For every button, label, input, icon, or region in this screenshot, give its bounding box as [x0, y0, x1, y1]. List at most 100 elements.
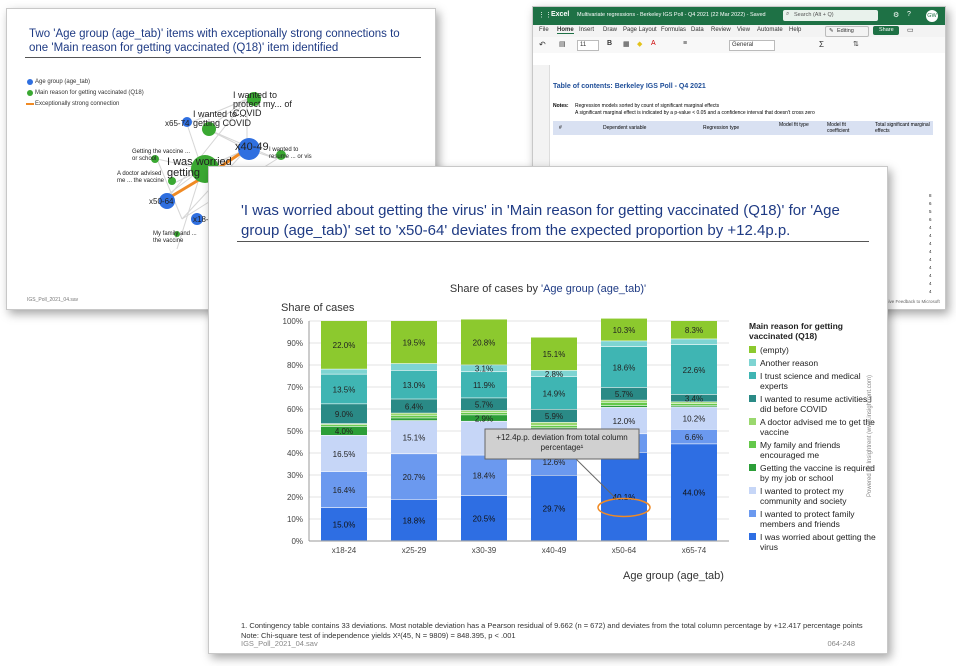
feedback-link[interactable]: Give Feedback to Microsoft	[885, 299, 940, 304]
bar-segment	[601, 452, 647, 541]
bar-segment	[391, 399, 437, 413]
bold-icon[interactable]: B	[607, 40, 613, 47]
tab-automate[interactable]: Automate	[757, 27, 783, 33]
note-line: A significant marginal effect is indicat…	[575, 110, 815, 116]
y-tick-label: 30%	[287, 471, 303, 480]
bar-segment	[461, 495, 507, 541]
share-button[interactable]: Share	[873, 26, 899, 35]
tab-formulas[interactable]: Formulas	[661, 27, 687, 33]
cell-total: 4	[929, 249, 932, 254]
editing-label: Editing	[837, 28, 854, 34]
editing-mode-button[interactable]: ✎ Editing	[825, 26, 869, 37]
notes-label: Notes:	[553, 103, 569, 109]
search-placeholder: Search (Alt + Q)	[794, 12, 834, 18]
legend-label: (empty)	[760, 345, 789, 355]
x-tick-label: x50-64	[612, 546, 637, 555]
settings-gear-icon[interactable]: ⚙	[893, 12, 900, 19]
cell-total: 5	[929, 209, 932, 214]
tab-draw[interactable]: Draw	[603, 27, 618, 33]
legend-label: A doctor advised me to get the vaccine	[760, 417, 875, 437]
header-num: #	[559, 125, 562, 131]
data-label: 9.0%	[335, 410, 353, 419]
legend-swatch	[749, 418, 756, 425]
network-node	[202, 122, 216, 136]
bar-segment	[391, 418, 437, 421]
y-tick-label: 10%	[287, 515, 303, 524]
network-node	[159, 193, 175, 209]
node-label: I wanted to resume ... or vis	[269, 147, 312, 160]
bar-segment	[461, 412, 507, 415]
bar-segment	[531, 376, 577, 410]
data-label: 10.3%	[613, 326, 636, 335]
font-size-select[interactable]: 11	[577, 40, 599, 51]
network-node	[276, 150, 286, 160]
table-header: # Dependent variable Regression type Mod…	[553, 121, 933, 135]
y-tick-label: 50%	[287, 427, 303, 436]
font-color-icon[interactable]: A	[651, 40, 656, 47]
tab-view[interactable]: View	[737, 27, 750, 33]
y-tick-label: 20%	[287, 493, 303, 502]
legend-label: My family and friends encouraged me	[760, 440, 841, 460]
bar-segment	[461, 455, 507, 496]
ribbon-tabs: File Home Insert Draw Page Layout Formul…	[533, 25, 945, 37]
user-avatar[interactable]: GW	[926, 10, 938, 22]
green-dot-icon	[27, 90, 33, 96]
fill-color-icon[interactable]: ◆	[637, 41, 643, 48]
bar-segment	[601, 402, 647, 406]
search-box[interactable]: ⌕ Search (Alt + Q)	[783, 10, 878, 21]
y-tick-label: 0%	[291, 537, 303, 546]
tab-help[interactable]: Help	[789, 27, 802, 33]
x-tick-label: x18-24	[332, 546, 357, 555]
sheet-title: Table of contents: Berkeley IGS Poll - Q…	[553, 83, 706, 90]
legend-swatch	[749, 464, 756, 471]
clipboard-icon[interactable]: ▤	[559, 41, 566, 48]
data-label: 29.7%	[543, 504, 566, 513]
y-tick-label: 80%	[287, 361, 303, 370]
borders-icon[interactable]: ▦	[623, 41, 630, 48]
node-label: A doctor advised me ... the vaccine	[117, 171, 165, 184]
legend-item-strong: Exceptionally strong connection	[26, 101, 119, 107]
bar-segment	[321, 321, 367, 369]
help-icon[interactable]: ?	[907, 11, 911, 18]
apps-grid-icon[interactable]: ⋮⋮	[538, 12, 552, 19]
data-label: 5.7%	[615, 390, 633, 399]
font-size-value: 11	[580, 42, 587, 48]
tab-home[interactable]: Home	[557, 27, 574, 34]
bar-segment	[601, 346, 647, 388]
sum-icon[interactable]: Σ	[819, 40, 824, 49]
bar-segment	[321, 369, 367, 374]
bar-segment	[671, 429, 717, 444]
legend-swatch	[749, 359, 756, 366]
align-icon[interactable]: ≡	[683, 40, 688, 47]
tab-insert[interactable]: Insert	[579, 27, 595, 33]
bar-segment	[531, 409, 577, 423]
footer-file: IGS_Poll_2021_04.sav	[241, 639, 318, 648]
network-node	[174, 231, 180, 237]
tab-page-layout[interactable]: Page Layout	[623, 27, 657, 33]
data-label: 20.5%	[473, 514, 496, 523]
bar-segment	[461, 319, 507, 365]
sort-icon[interactable]: ⇅	[853, 41, 859, 48]
data-label: 3.4%	[685, 394, 703, 403]
cell-total: 4	[929, 273, 932, 278]
legend-label: I was worried about getting the virus	[760, 532, 876, 552]
y-axis-title: Share of cases	[281, 302, 355, 314]
y-tick-label: 40%	[287, 449, 303, 458]
tab-data[interactable]: Data	[691, 27, 704, 33]
undo-icon[interactable]: ↶	[539, 40, 546, 49]
bar-segment	[671, 321, 717, 339]
data-label: 15.0%	[333, 521, 356, 530]
tab-file[interactable]: File	[539, 27, 549, 33]
network-node	[168, 177, 176, 185]
legend-label: I wanted to protect family members and f…	[760, 509, 855, 529]
bar-segment	[321, 404, 367, 424]
number-format-select[interactable]: General	[729, 40, 775, 51]
comments-icon[interactable]: ▭	[907, 27, 914, 34]
bar-segment	[531, 422, 577, 426]
tab-review[interactable]: Review	[711, 27, 731, 33]
orange-line-icon	[26, 103, 34, 105]
legend-swatch	[749, 346, 756, 353]
data-label: 18.4%	[473, 472, 496, 481]
bar-segment	[671, 394, 717, 402]
bar-segment	[321, 425, 367, 427]
